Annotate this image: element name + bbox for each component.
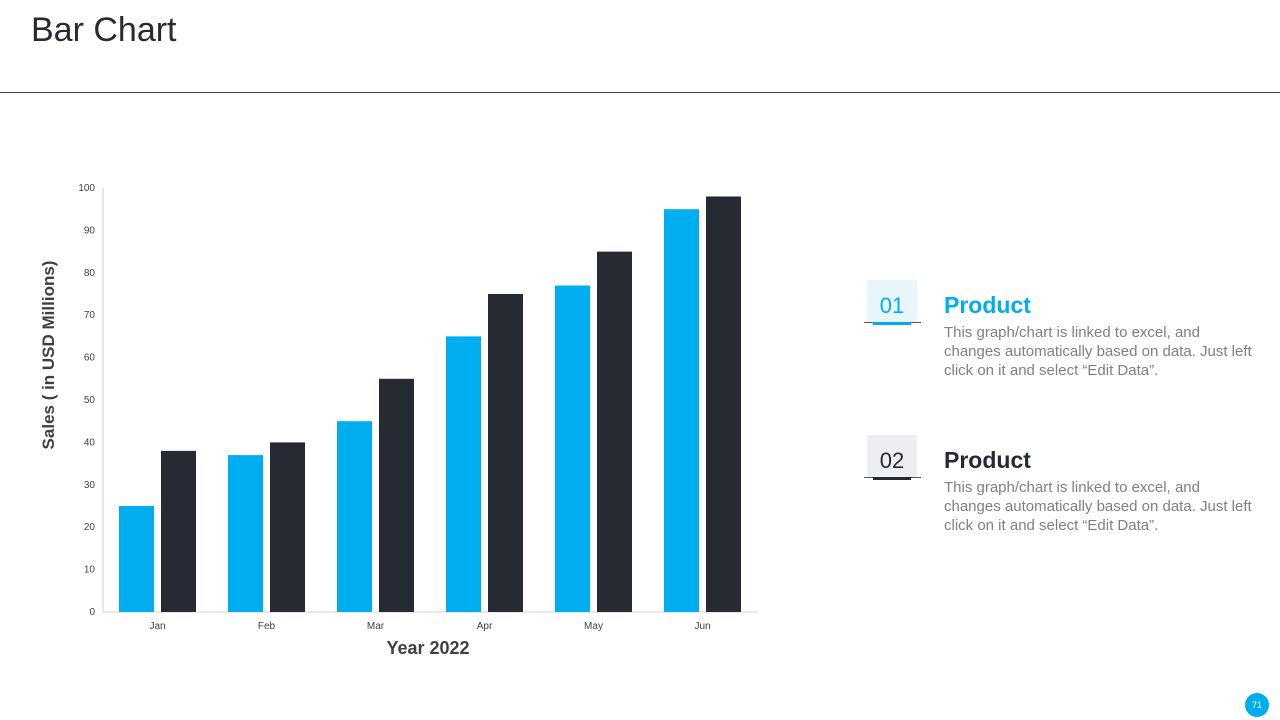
x-tick-label: Apr xyxy=(477,621,493,632)
y-tick-label: 30 xyxy=(84,480,96,491)
y-tick-label: 10 xyxy=(84,565,96,576)
bar-may-series-2[interactable] xyxy=(597,251,632,612)
bar-jun-series-1[interactable] xyxy=(664,209,699,612)
y-tick-label: 90 xyxy=(84,225,96,236)
chart-bars xyxy=(119,196,741,613)
title-divider xyxy=(0,92,1280,93)
bar-jan-series-2[interactable] xyxy=(161,450,196,612)
slide-title: Bar Chart xyxy=(31,11,177,49)
bar-apr-series-2[interactable] xyxy=(488,294,523,612)
legend-number: 01 xyxy=(879,293,905,318)
x-axis-ticks: Jan Feb Mar Apr May Jun xyxy=(149,621,710,632)
x-tick-label: Mar xyxy=(367,621,385,632)
legend-number-accent xyxy=(873,322,911,325)
bar-jan-series-1[interactable] xyxy=(119,506,154,612)
bar-apr-series-1[interactable] xyxy=(446,336,481,612)
page-number: 71 xyxy=(1251,700,1262,710)
bar-jun-series-2[interactable] xyxy=(706,196,741,613)
legend-number-badge: 02 xyxy=(867,435,917,477)
legend-item-1: 01 Product This graph/chart is linked to… xyxy=(864,280,1264,390)
y-axis-title: Sales ( in USD Millions) xyxy=(39,261,58,450)
x-tick-label: Jan xyxy=(149,621,165,632)
y-tick-label: 60 xyxy=(84,353,96,364)
y-tick-label: 20 xyxy=(84,522,96,533)
y-tick-label: 50 xyxy=(84,395,96,406)
bar-mar-series-2[interactable] xyxy=(379,378,414,612)
x-tick-label: Jun xyxy=(694,621,710,632)
legend-description: This graph/chart is linked to excel, and… xyxy=(944,324,1252,379)
legend-item-2: 02 Product This graph/chart is linked to… xyxy=(864,435,1264,545)
bar-mar-series-1[interactable] xyxy=(337,421,372,612)
legend-number: 02 xyxy=(879,448,905,473)
legend-title: Product xyxy=(944,292,1031,318)
y-axis-ticks: 0 10 20 30 40 50 60 70 80 90 100 xyxy=(78,183,95,618)
y-tick-label: 80 xyxy=(84,268,96,279)
x-tick-label: Feb xyxy=(258,621,276,632)
legend-number-badge: 01 xyxy=(867,280,917,322)
legend-description: This graph/chart is linked to excel, and… xyxy=(944,479,1252,534)
legend-number-accent xyxy=(873,477,911,480)
page-number-badge: 71 xyxy=(1245,693,1269,717)
y-tick-label: 100 xyxy=(78,183,95,194)
y-tick-label: 70 xyxy=(84,310,96,321)
bar-feb-series-1[interactable] xyxy=(228,455,263,612)
bar-may-series-1[interactable] xyxy=(555,285,590,612)
legend-title: Product xyxy=(944,447,1031,473)
y-tick-label: 0 xyxy=(89,607,95,618)
bar-chart[interactable]: 0 10 20 30 40 50 60 70 80 90 100 Jan Feb Mar Apr May Ju… xyxy=(0,0,800,680)
x-tick-label: May xyxy=(584,621,603,632)
x-axis-title: Year 2022 xyxy=(386,638,469,658)
bar-feb-series-2[interactable] xyxy=(270,442,305,612)
y-tick-label: 40 xyxy=(84,437,96,448)
